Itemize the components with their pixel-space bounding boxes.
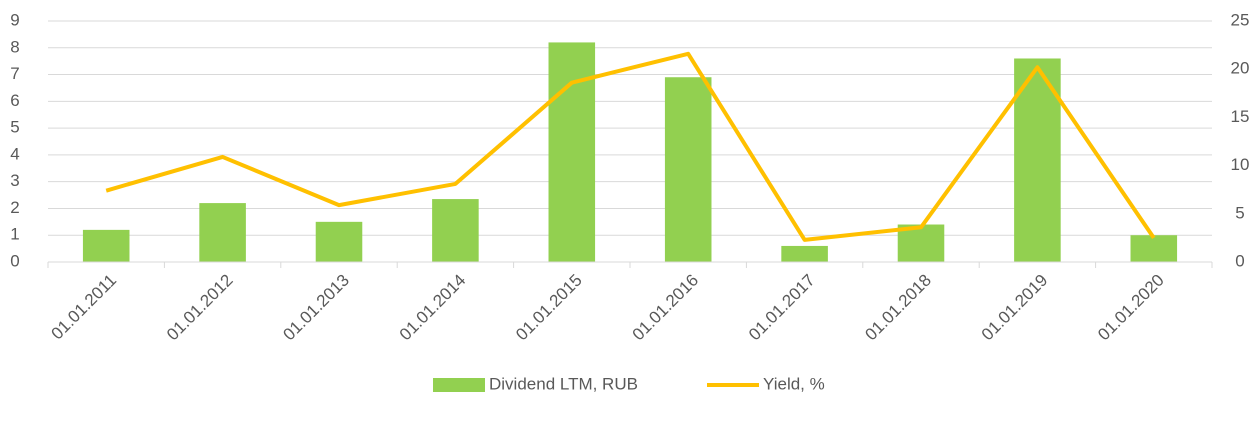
- y-tick-label: 1: [10, 225, 19, 244]
- x-tick-label: 01.01.2018: [861, 271, 935, 345]
- y-tick-label: 6: [10, 91, 19, 110]
- y-tick-label: 0: [10, 251, 19, 270]
- bar: [432, 199, 479, 262]
- bar: [781, 245, 828, 262]
- x-tick-label: 01.01.2019: [978, 271, 1052, 345]
- y2-tick-label: 15: [1231, 107, 1250, 126]
- y-tick-label: 7: [10, 64, 19, 83]
- y2-tick-label: 0: [1235, 251, 1244, 270]
- y-tick-label: 9: [10, 10, 19, 29]
- x-tick-label: 01.01.2017: [745, 271, 819, 345]
- x-tick-label: 01.01.2015: [512, 271, 586, 345]
- y-tick-label: 2: [10, 198, 19, 217]
- x-tick-label: 01.01.2013: [279, 271, 353, 345]
- bar: [82, 229, 130, 262]
- y2-tick-label: 5: [1235, 203, 1244, 222]
- legend-label: Yield, %: [763, 374, 825, 393]
- y-tick-label: 5: [10, 118, 19, 137]
- line: [105, 51, 1156, 242]
- x-tick-label: 01.01.2012: [163, 271, 237, 345]
- x-tick-label: 01.01.2016: [629, 271, 703, 345]
- bar: [548, 42, 596, 262]
- y2-tick-label: 10: [1231, 155, 1250, 174]
- y2-tick-label: 20: [1231, 59, 1250, 78]
- x-tick-label: 01.01.2011: [47, 271, 120, 344]
- x-tick-label: 01.01.2020: [1094, 271, 1168, 345]
- bar: [199, 203, 246, 262]
- y-tick-label: 3: [10, 171, 19, 190]
- bar: [664, 77, 712, 262]
- y2-tick-label: 25: [1231, 10, 1250, 29]
- y-tick-label: 4: [10, 144, 19, 163]
- legend-label: Dividend LTM, RUB: [489, 374, 638, 393]
- y-tick-label: 8: [10, 37, 19, 56]
- x-tick-label: 01.01.2014: [396, 271, 470, 345]
- legend-swatch: [433, 378, 485, 392]
- bar: [315, 221, 363, 262]
- bar: [1130, 235, 1178, 262]
